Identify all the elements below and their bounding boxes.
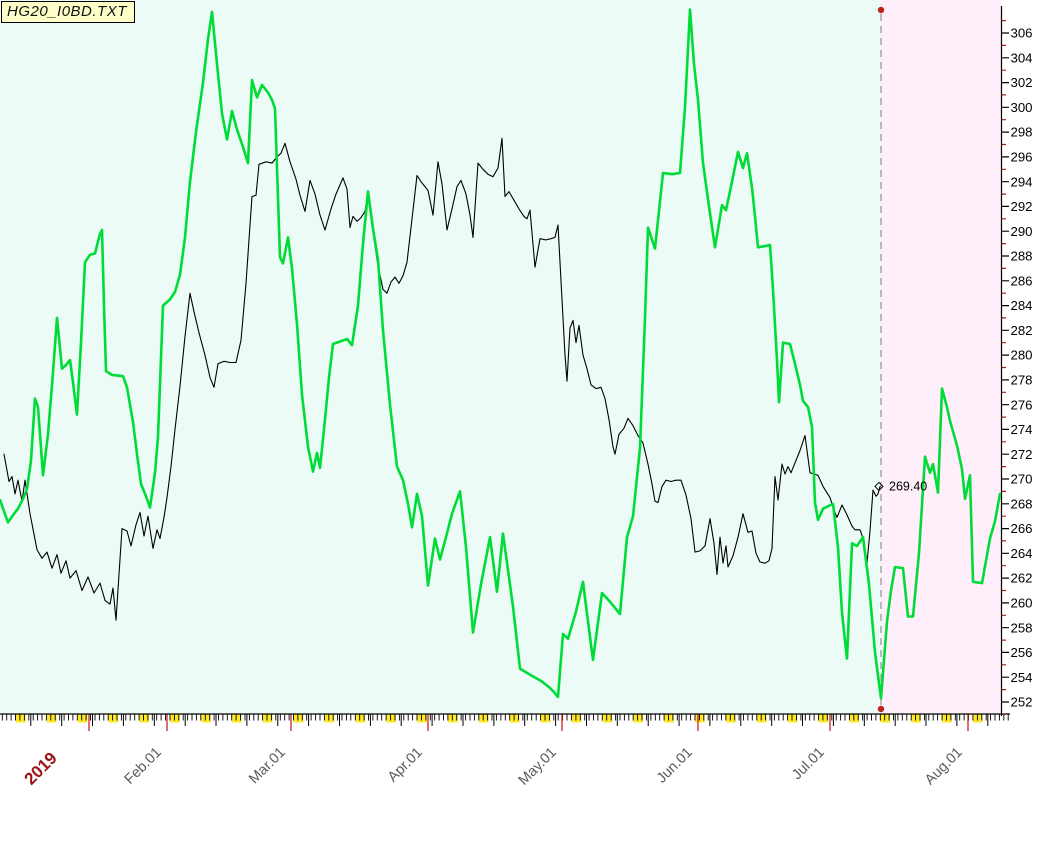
y-axis-tick-label: 268: [1011, 496, 1033, 511]
y-axis-tick-label: 274: [1011, 422, 1033, 437]
y-axis-tick-label: 306: [1011, 26, 1033, 41]
y-axis-tick-label: 296: [1011, 150, 1033, 165]
y-axis-tick-label: 282: [1011, 323, 1033, 338]
y-axis-tick-label: 302: [1011, 75, 1033, 90]
weekend-highlight: [479, 714, 489, 723]
weekend-highlight: [787, 714, 798, 723]
x-axis-month-label: Mar.01: [246, 745, 289, 788]
y-axis-tick-label: 298: [1011, 125, 1033, 140]
chart-title-text: HG20_I0BD.TXT: [7, 3, 127, 20]
y-axis-tick-label: 288: [1011, 249, 1033, 264]
weekend-highlight: [540, 714, 551, 723]
x-axis-year-label: 2019: [21, 748, 61, 788]
y-axis-tick-label: 270: [1011, 472, 1033, 487]
cursor-marker-top[interactable]: [877, 6, 885, 14]
x-axis-month-label: Apr.01: [385, 745, 426, 786]
x-axis-month-label: Feb.01: [122, 745, 165, 788]
x-axis-month-label: Jul.01: [789, 745, 828, 784]
weekend-highlight: [77, 714, 88, 723]
weekend-highlight: [448, 714, 458, 723]
y-axis-tick-label: 264: [1011, 546, 1033, 561]
y-axis-tick-label: 266: [1011, 521, 1033, 536]
y-axis-tick-label: 294: [1011, 174, 1033, 189]
price-line: [3, 137, 881, 621]
y-axis-tick-label: 292: [1011, 199, 1033, 214]
y-axis-tick-label: 284: [1011, 298, 1033, 313]
y-axis-tick-label: 254: [1011, 670, 1033, 685]
weekend-highlight: [293, 714, 304, 723]
weekend-highlight: [571, 714, 582, 723]
weekend-highlight: [139, 714, 149, 723]
y-axis-tick-label: 262: [1011, 571, 1033, 586]
x-axis-month-label: May.01: [516, 745, 560, 789]
weekend-highlight: [16, 714, 26, 723]
weekend-highlight: [664, 714, 674, 723]
month-ticks: [88, 714, 969, 731]
weekend-highlight: [695, 714, 705, 723]
weekend-highlight: [386, 714, 396, 723]
y-axis-tick-label: 290: [1011, 224, 1033, 239]
chart-title-badge[interactable]: HG20_I0BD.TXT: [1, 1, 135, 23]
weekend-highlight: [509, 714, 520, 723]
weekend-highlight: [602, 714, 613, 723]
weekend-highlight: [726, 714, 736, 723]
weekend-highlight: [324, 714, 335, 723]
weekend-highlight: [108, 714, 119, 723]
weekly-ticks: [30, 714, 989, 726]
weekend-highlight: [170, 714, 180, 723]
weekend-highlight: [355, 714, 366, 723]
cursor-marker-bottom[interactable]: [877, 705, 885, 713]
y-axis-tick-label: 276: [1011, 397, 1033, 412]
plot-background: [0, 0, 1001, 713]
y-axis-tick-label: 280: [1011, 348, 1033, 363]
y-axis-tick-label: 272: [1011, 447, 1033, 462]
weekend-highlight: [633, 714, 643, 723]
x-axis-month-label: Jun.01: [654, 745, 696, 787]
y-axis-tick-label: 252: [1011, 695, 1033, 710]
y-axis-minor-ticks: [1001, 20, 1006, 715]
weekend-highlight: [232, 714, 242, 723]
y-axis-tick-label: 260: [1011, 596, 1033, 611]
y-axis-tick-label: 256: [1011, 645, 1033, 660]
x-axis-month-label: Aug.01: [922, 745, 966, 789]
y-axis-major-ticks: [1001, 32, 1009, 703]
last-price-marker: [874, 481, 884, 492]
weekend-highlight: [818, 714, 829, 723]
weekend-highlight: [46, 714, 57, 723]
forecast-region: [881, 0, 1001, 713]
y-axis-tick-label: 304: [1011, 50, 1033, 65]
y-axis-tick-label: 258: [1011, 620, 1033, 635]
weekend-highlight: [201, 714, 211, 723]
seasonal-line: [0, 8, 1002, 700]
weekend-highlight: [262, 714, 273, 723]
last-price-label: 269.40: [889, 479, 927, 493]
weekend-highlight: [417, 714, 427, 723]
y-axis-tick-label: 278: [1011, 373, 1033, 388]
y-axis-tick-label: 300: [1011, 100, 1033, 115]
y-axis-tick-label: 286: [1011, 273, 1033, 288]
